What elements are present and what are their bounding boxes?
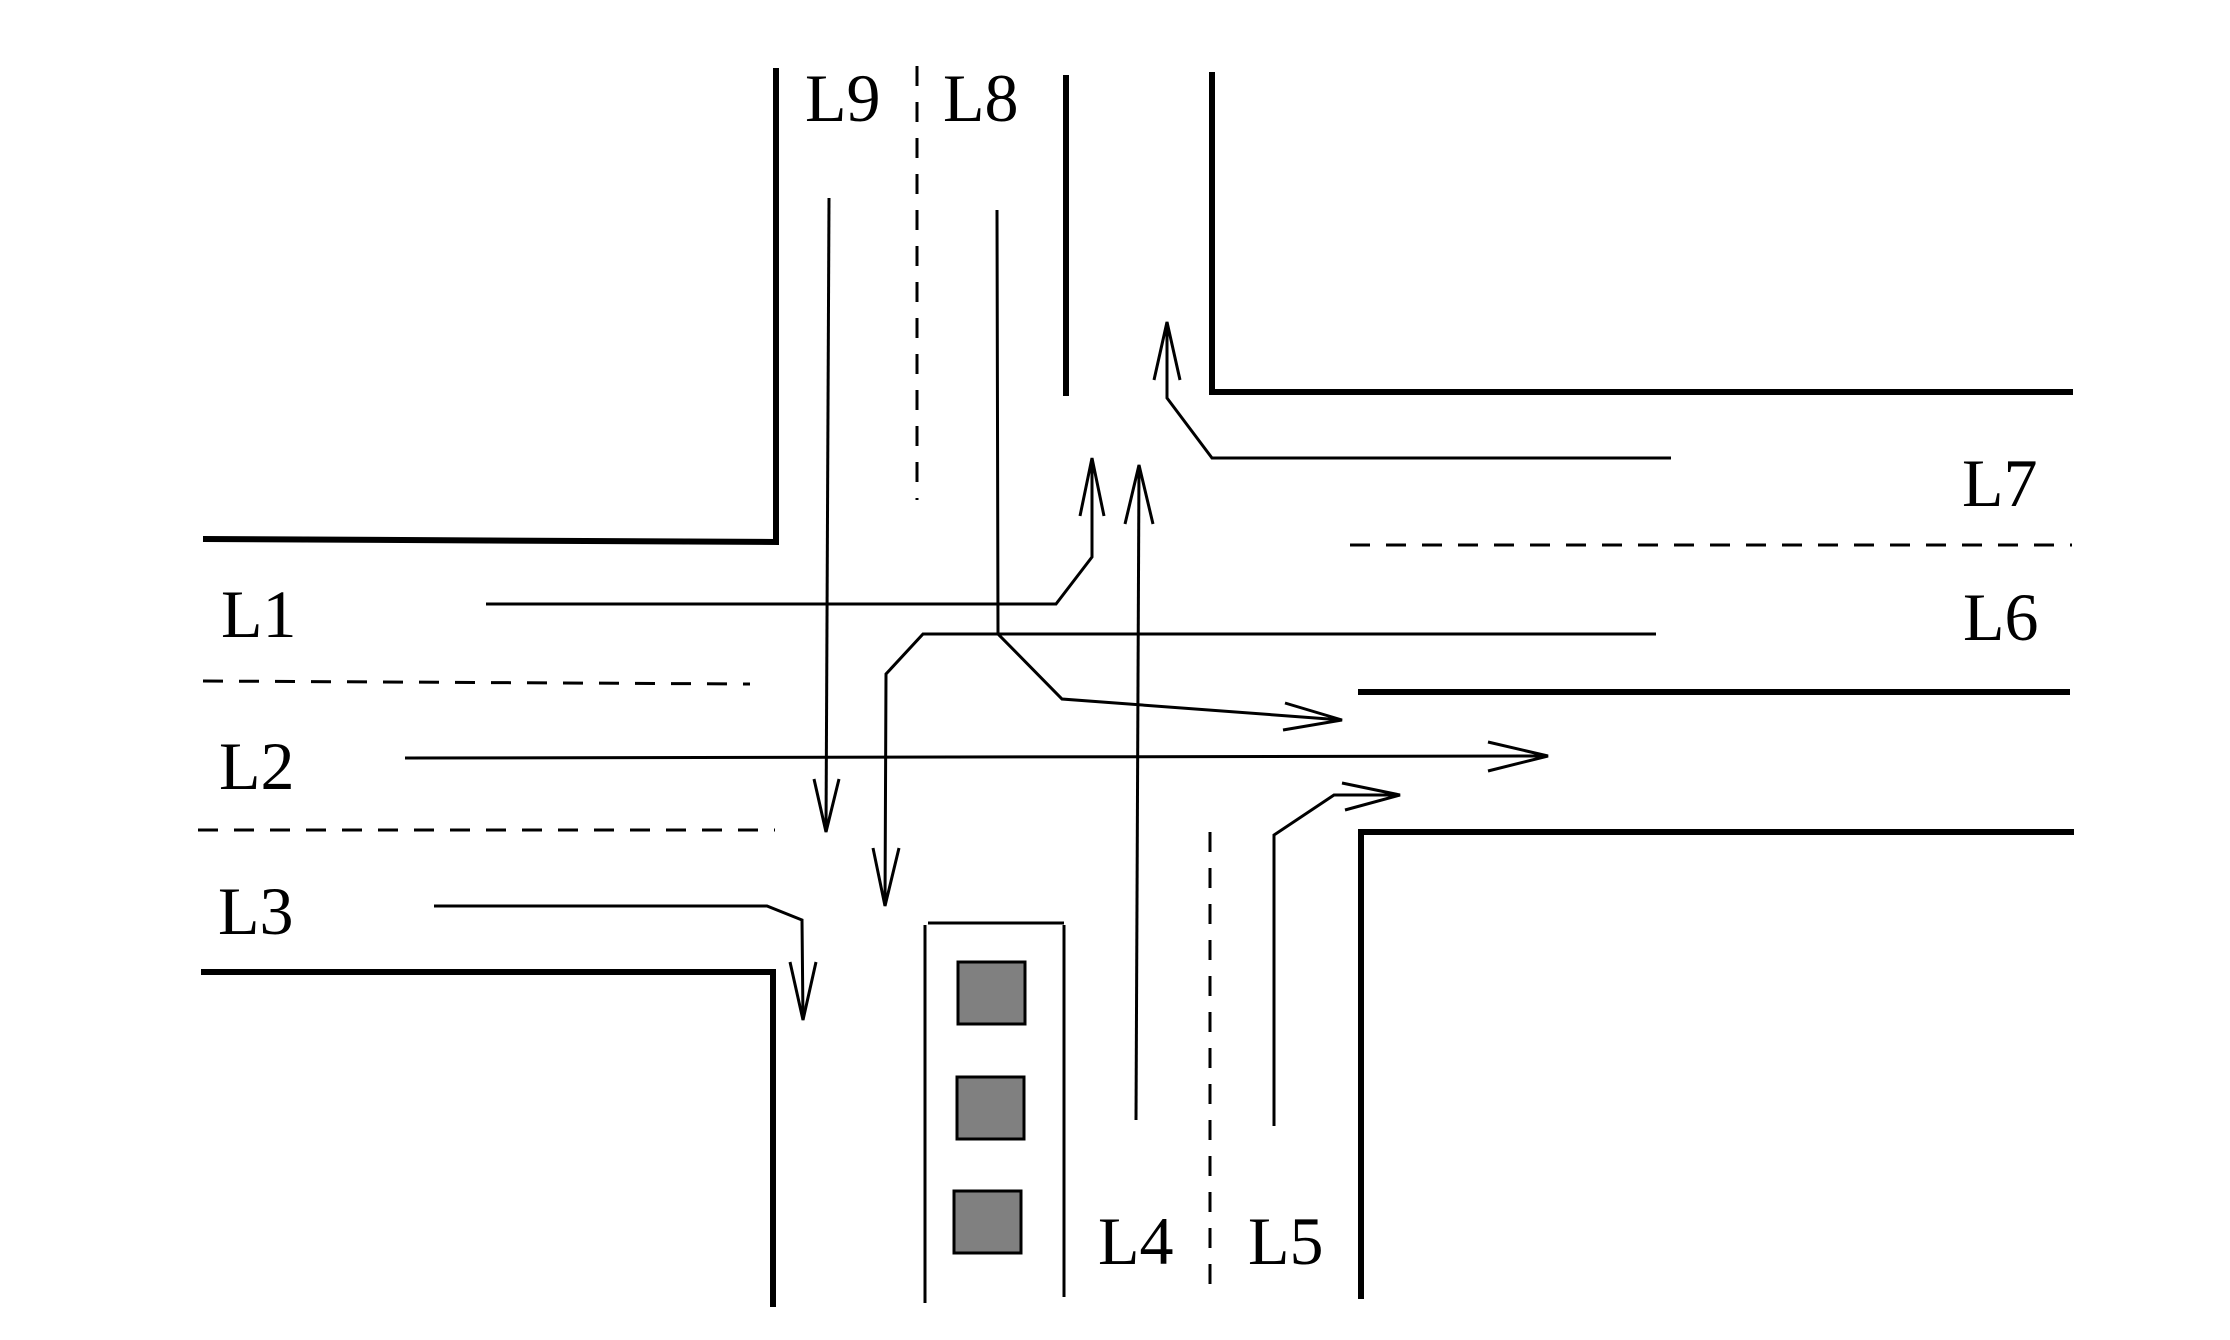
lane-label-l8: L8 (943, 60, 1019, 136)
movement-arrows (404, 197, 1671, 1126)
lane-label-l7: L7 (1962, 445, 2038, 521)
l7-right-turn-arrow (1152, 321, 1671, 460)
curb-southeast (1358, 829, 2074, 1299)
lane-label-l9: L9 (805, 60, 881, 136)
l6-left-turn-arrow (871, 632, 1656, 907)
lane-label-l5: L5 (1248, 1203, 1324, 1279)
lane-label-l6: L6 (1963, 579, 2039, 655)
l5-right-turn-arrow (1272, 781, 1401, 1126)
divider-l1-l2 (202, 679, 751, 686)
queued-vehicle (956, 960, 1027, 1026)
curb-southwest (201, 969, 776, 1307)
vehicle-queue (923, 921, 1066, 1303)
lane-label-l3: L3 (218, 873, 294, 949)
road-curbs (201, 68, 2074, 1307)
queued-vehicle (955, 1075, 1026, 1141)
lane-label-l2: L2 (219, 728, 295, 804)
queued-vehicle (952, 1189, 1023, 1255)
curb-northwest (202, 68, 779, 546)
l8-left-turn-arrow (995, 209, 1343, 732)
l3-right-turn-arrow (434, 904, 818, 1021)
l2-through-arrow (404, 740, 1549, 773)
lane-dividers (198, 66, 2072, 1300)
curb-northeast (1209, 72, 2073, 395)
lane-labels: L1 L2 L3 L4 L5 L6 L7 L8 L9 (218, 60, 2039, 1279)
l1-left-turn-arrow (486, 457, 1106, 606)
l9-through-arrow (812, 197, 841, 833)
l4-through-arrow (1123, 464, 1155, 1121)
lane-label-l4: L4 (1098, 1203, 1174, 1279)
lane-label-l1: L1 (221, 576, 297, 652)
